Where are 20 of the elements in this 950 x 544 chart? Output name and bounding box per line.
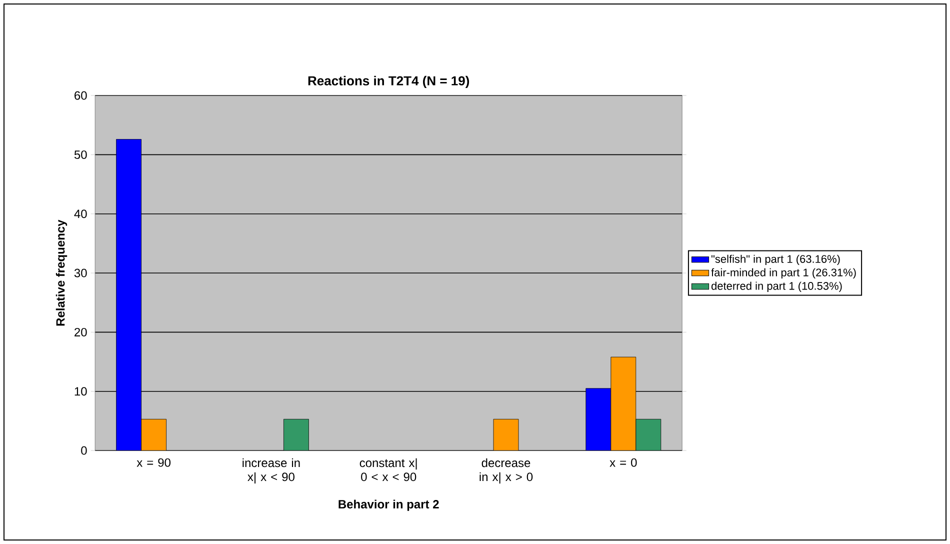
y-axis-title: Relative frequency <box>56 220 68 326</box>
y-tick-label: 50 <box>74 150 87 159</box>
legend-label: deterred in part 1 (10.53%) <box>711 282 842 292</box>
legend-label: fair-minded in part 1 (26.31%) <box>711 268 856 279</box>
x-axis-title: Behavior in part 2 <box>338 500 439 511</box>
y-tick-label: 60 <box>74 91 87 100</box>
chart-title: Reactions in T2T4 (N = 19) <box>308 76 470 88</box>
y-tick-label: 10 <box>74 387 87 396</box>
x-tick-label: x = 0 <box>610 458 637 467</box>
y-tick-label: 30 <box>74 268 87 278</box>
legend-label: "selfish" in part 1 (63.16%) <box>712 254 840 266</box>
bar <box>493 418 519 451</box>
x-tick-label: decrease in x| x > 0 <box>480 458 533 484</box>
y-tick-label: 40 <box>74 210 87 218</box>
x-tick-label: constant x| 0 < x < 90 <box>360 458 417 482</box>
y-tick-label: 0 <box>81 446 87 455</box>
x-tick-label: x = 90 <box>136 458 170 467</box>
y-tick-label: 20 <box>74 328 87 336</box>
x-tick-label: increase in x| x < 90 <box>242 458 300 484</box>
bar <box>284 418 309 451</box>
